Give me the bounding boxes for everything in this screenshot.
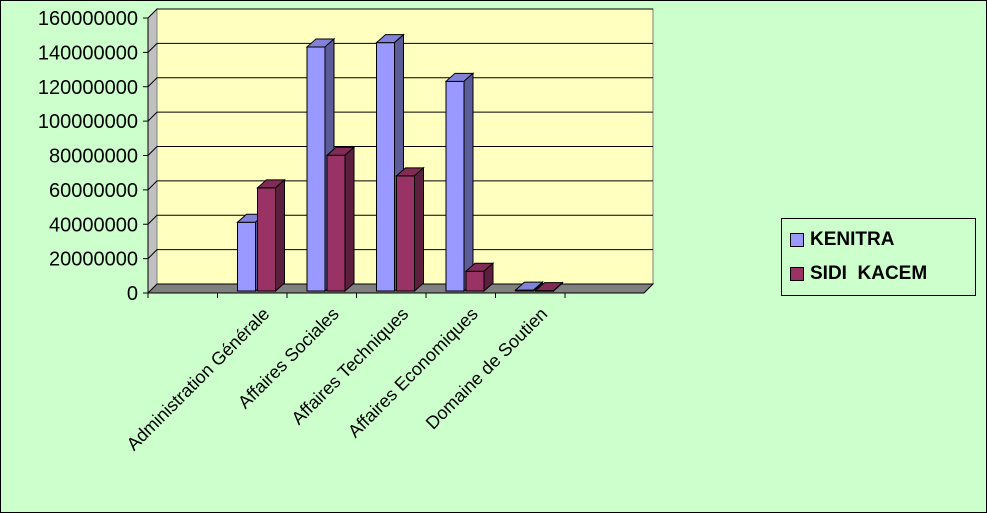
y-tick-label: 0 — [127, 283, 138, 305]
x-tick-label-affaires-economiques: Affaires Economiques — [344, 304, 482, 442]
bar-kenitra-affaires-economiques — [444, 72, 475, 293]
y-tick-label: 80000000 — [49, 146, 138, 168]
x-tick-label-affaires-techniques: Affaires Techniques — [288, 304, 413, 429]
gridline — [147, 111, 653, 122]
x-tick-label-domaine-de-soutien: Domaine de Soutien — [422, 304, 551, 433]
bar-sidi-kacem-affaires-techniques — [395, 166, 425, 293]
y-tick-label: 120000000 — [38, 77, 138, 99]
bars — [236, 33, 564, 293]
y-tick-label: 40000000 — [49, 214, 138, 236]
gridline — [147, 214, 653, 225]
y-tick-label: 160000000 — [38, 8, 138, 30]
gridline — [147, 180, 653, 191]
bar-sidi-kacem-domaine-de-soutien — [534, 281, 564, 293]
legend-swatch-sidi-kacem — [790, 267, 804, 281]
gridline — [147, 249, 653, 259]
bar-sidi-kacem-affaires-sociales — [325, 146, 356, 293]
bar-sidi-kacem-affaires-economiques — [464, 262, 495, 293]
gridline — [147, 8, 653, 19]
y-axis: 0 20000000 40000000 60000000 80000000 1000000… — [38, 8, 149, 305]
gridline — [147, 42, 653, 53]
legend: KENITRA SIDI KACEM — [781, 218, 976, 296]
y-tick-label: 60000000 — [49, 180, 138, 202]
legend-item-kenitra: KENITRA — [790, 229, 894, 251]
legend-swatch-kenitra — [790, 233, 804, 247]
legend-label-kenitra: KENITRA — [810, 229, 895, 250]
y-tick-label: 100000000 — [38, 111, 138, 133]
legend-item-sidi-kacem: SIDI KACEM — [790, 263, 927, 285]
gridline — [147, 77, 653, 88]
x-tick-label-administration-generale: Administration Générale — [123, 304, 274, 455]
bar-sidi-kacem-administration-generale — [256, 178, 286, 293]
legend-label-sidi-kacem: SIDI KACEM — [810, 263, 928, 284]
gridline — [147, 146, 653, 156]
y-tick-label: 140000000 — [38, 42, 138, 64]
bar-kenitra-domaine-de-soutien — [514, 281, 544, 293]
y-tick-label: 20000000 — [49, 249, 138, 271]
